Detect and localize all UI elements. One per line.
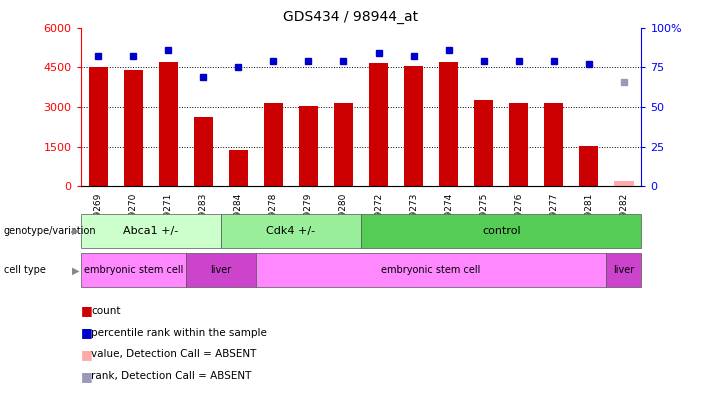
Bar bbox=[606, 253, 641, 287]
Text: ■: ■ bbox=[81, 370, 93, 383]
Bar bbox=[123, 70, 143, 186]
Bar bbox=[229, 150, 248, 186]
Text: embryonic stem cell: embryonic stem cell bbox=[381, 265, 481, 275]
Bar bbox=[334, 103, 353, 186]
Bar bbox=[361, 214, 641, 248]
Text: Abca1 +/-: Abca1 +/- bbox=[123, 226, 178, 236]
Bar bbox=[88, 67, 108, 186]
Text: ■: ■ bbox=[81, 348, 93, 361]
Bar bbox=[193, 118, 213, 186]
Text: control: control bbox=[482, 226, 521, 236]
Bar bbox=[474, 100, 494, 186]
Text: embryonic stem cell: embryonic stem cell bbox=[83, 265, 183, 275]
Text: Cdk4 +/-: Cdk4 +/- bbox=[266, 226, 315, 236]
Text: GDS434 / 98944_at: GDS434 / 98944_at bbox=[283, 10, 418, 24]
Bar bbox=[509, 103, 529, 186]
Text: rank, Detection Call = ABSENT: rank, Detection Call = ABSENT bbox=[91, 371, 252, 381]
Text: ▶: ▶ bbox=[72, 265, 79, 275]
Bar bbox=[81, 253, 186, 287]
Text: liver: liver bbox=[613, 265, 634, 275]
Bar bbox=[256, 253, 606, 287]
Bar bbox=[299, 106, 318, 186]
Bar bbox=[186, 253, 256, 287]
Text: count: count bbox=[91, 306, 121, 316]
Bar bbox=[369, 63, 388, 186]
Text: cell type: cell type bbox=[4, 265, 46, 275]
Bar bbox=[439, 62, 458, 186]
Text: value, Detection Call = ABSENT: value, Detection Call = ABSENT bbox=[91, 349, 257, 360]
Bar bbox=[579, 146, 599, 186]
Text: ■: ■ bbox=[81, 326, 93, 339]
Text: ■: ■ bbox=[81, 305, 93, 317]
Text: genotype/variation: genotype/variation bbox=[4, 226, 96, 236]
Text: percentile rank within the sample: percentile rank within the sample bbox=[91, 327, 267, 338]
Text: liver: liver bbox=[210, 265, 231, 275]
Bar bbox=[158, 62, 178, 186]
Bar bbox=[264, 103, 283, 186]
Bar bbox=[544, 103, 564, 186]
Bar bbox=[221, 214, 361, 248]
Text: ▶: ▶ bbox=[72, 226, 79, 236]
Bar bbox=[404, 66, 423, 186]
Bar bbox=[614, 181, 634, 186]
Bar bbox=[81, 214, 221, 248]
